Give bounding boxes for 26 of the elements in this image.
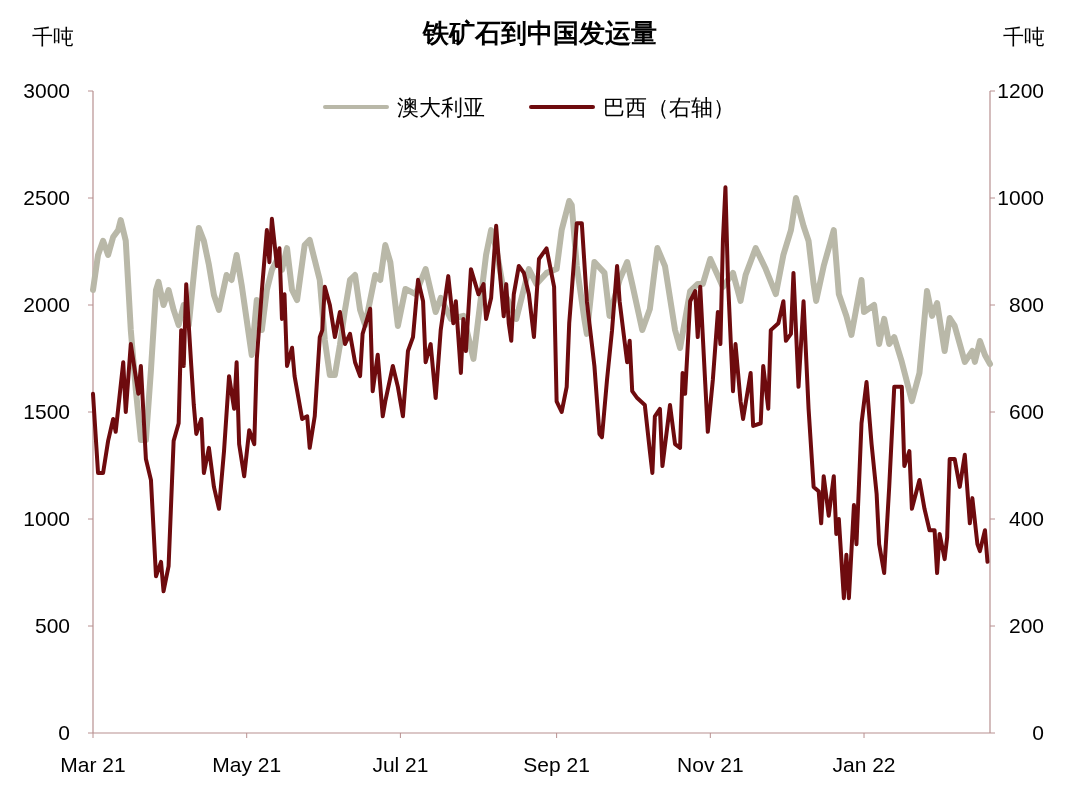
y2-tick-label: 1000 <box>997 186 1044 209</box>
x-tick-label: Nov 21 <box>677 753 744 776</box>
y-axis-title: 千吨 <box>32 25 74 48</box>
y-tick-label: 2500 <box>23 186 70 209</box>
y-tick-label: 2000 <box>23 293 70 316</box>
y-tick-label: 1000 <box>23 507 70 530</box>
y-tick-label: 0 <box>58 721 70 744</box>
x-tick-label: Jan 22 <box>832 753 896 776</box>
y-tick-label: 1500 <box>23 400 70 423</box>
chart-title: 铁矿石到中国发运量 <box>422 18 657 48</box>
y2-tick-label: 400 <box>1008 507 1044 530</box>
y2-tick-label: 600 <box>1008 400 1044 423</box>
y-tick-label: 3000 <box>23 79 70 102</box>
y2-tick-label: 1200 <box>997 79 1044 102</box>
legend-label: 巴西（右轴） <box>603 95 735 120</box>
x-tick-label: Jul 21 <box>372 753 429 776</box>
x-tick-label: Sep 21 <box>523 753 590 776</box>
legend-label: 澳大利亚 <box>397 95 485 120</box>
y-tick-label: 500 <box>34 614 70 637</box>
x-tick-label: May 21 <box>212 753 282 776</box>
y2-tick-label: 800 <box>1008 293 1044 316</box>
y2-tick-label: 200 <box>1008 614 1044 637</box>
line-series <box>91 185 990 601</box>
y2-tick-label: 0 <box>1032 721 1044 744</box>
y2-axis-title: 千吨 <box>1003 25 1045 48</box>
x-tick-label: Mar 21 <box>60 753 126 776</box>
